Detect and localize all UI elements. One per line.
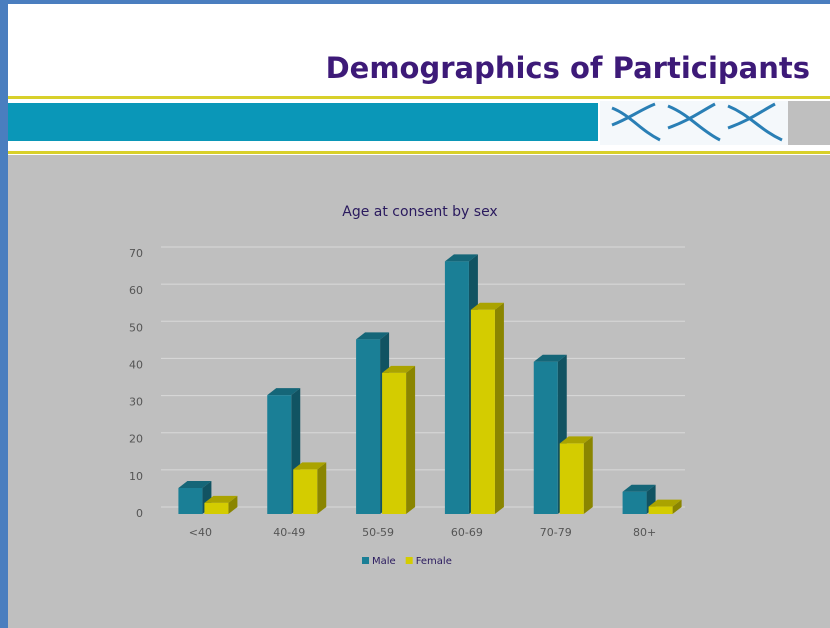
legend-swatch xyxy=(362,557,369,564)
bar-side xyxy=(672,499,682,514)
x-tick-label: 60-69 xyxy=(451,526,483,539)
bar xyxy=(533,361,558,514)
bar-top xyxy=(204,495,238,503)
dna-strands xyxy=(611,102,783,142)
bar-top xyxy=(267,388,301,396)
left-border xyxy=(0,0,8,628)
bar xyxy=(178,488,203,514)
slide-title: Demographics of Participants xyxy=(326,51,810,85)
legend-label: Male xyxy=(372,556,396,567)
x-tick-label: 40-49 xyxy=(273,526,305,539)
bar-side xyxy=(317,462,327,514)
rule xyxy=(8,96,830,99)
y-tick-label: 0 xyxy=(136,507,143,520)
bar-top xyxy=(444,254,478,262)
bar-top xyxy=(533,354,567,362)
bar xyxy=(470,309,495,514)
bar-side xyxy=(228,495,238,514)
top-border xyxy=(0,0,830,4)
bar-side xyxy=(494,302,504,514)
band-end xyxy=(788,101,830,145)
y-tick-label: 30 xyxy=(129,396,143,409)
x-tick-label: 80+ xyxy=(633,526,656,539)
bar xyxy=(559,443,584,514)
legend-label: Female xyxy=(416,556,452,567)
bar xyxy=(444,261,469,514)
bar xyxy=(622,491,647,514)
bar-top xyxy=(622,484,656,492)
y-tick-label: 10 xyxy=(129,470,143,483)
x-tick-label: 70-79 xyxy=(540,526,572,539)
bar-top xyxy=(356,332,390,340)
x-tick-label: 50-59 xyxy=(362,526,394,539)
y-tick-label: 70 xyxy=(129,247,143,260)
rule xyxy=(8,151,830,154)
y-tick-label: 60 xyxy=(129,284,143,297)
legend-swatch xyxy=(405,557,413,564)
y-tick-label: 40 xyxy=(129,358,143,371)
bar xyxy=(648,506,673,514)
y-tick-label: 50 xyxy=(129,321,143,334)
bar-top xyxy=(559,436,593,444)
chart-title: Age at consent by sex xyxy=(342,204,497,220)
rule xyxy=(8,147,830,150)
band xyxy=(8,103,598,141)
bar xyxy=(382,372,407,514)
x-tick-label: <40 xyxy=(189,526,212,539)
bar-top xyxy=(470,302,504,310)
y-tick-label: 20 xyxy=(129,433,143,446)
bar-side xyxy=(406,365,416,514)
bar-side xyxy=(583,436,593,514)
bar xyxy=(293,469,318,514)
bar-top xyxy=(178,481,212,488)
bar xyxy=(356,339,381,514)
bar-top xyxy=(293,462,327,470)
bar-top xyxy=(382,365,416,373)
bar-top xyxy=(648,499,682,507)
bar xyxy=(204,502,229,514)
bar xyxy=(267,395,292,514)
